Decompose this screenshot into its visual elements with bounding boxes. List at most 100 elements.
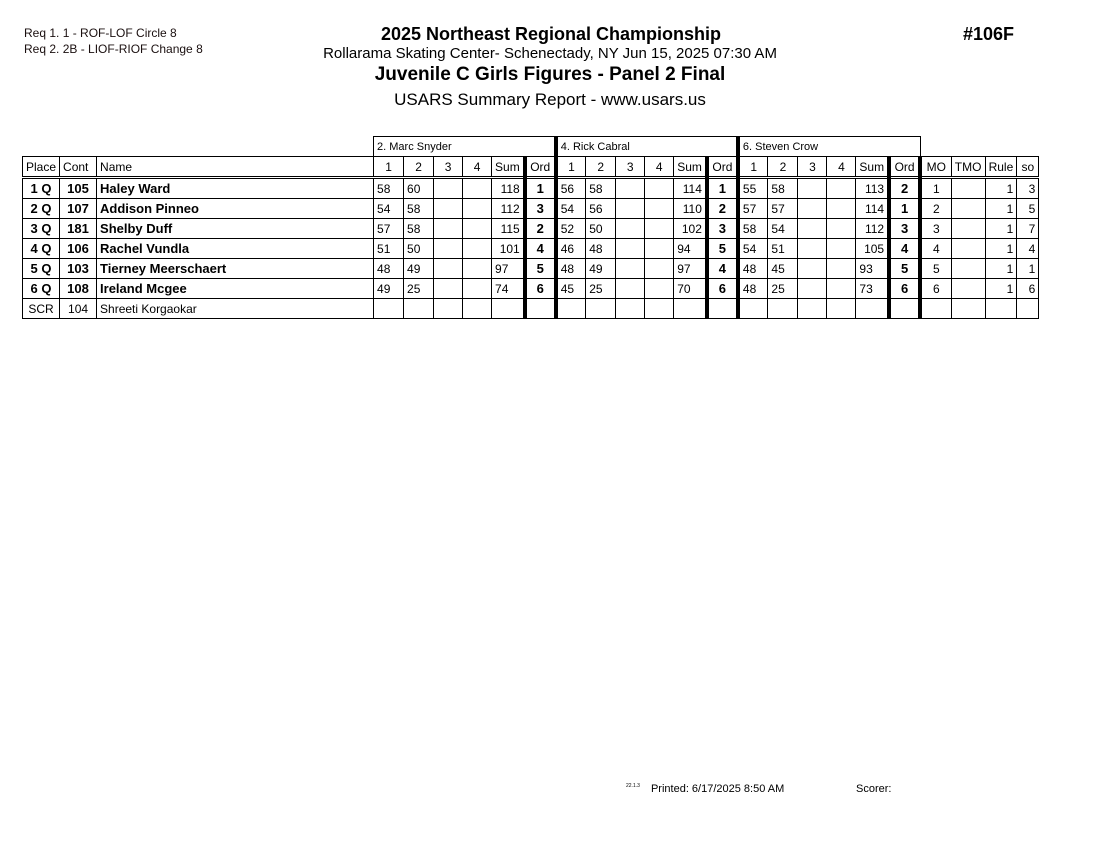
score-1-cell: 52 xyxy=(553,218,587,239)
score-3-cell xyxy=(433,278,464,299)
header-judge-ord: Ord xyxy=(522,156,557,179)
report-title: USARS Summary Report - www.usars.us xyxy=(394,90,706,109)
place-cell: 3 Q xyxy=(21,218,61,239)
sum-cell: 105 xyxy=(855,238,890,259)
ordinal-cell: 5 xyxy=(887,258,921,279)
score-2-cell: 48 xyxy=(585,238,617,259)
header-so: so xyxy=(1016,156,1040,179)
score-4-cell xyxy=(644,177,675,199)
score-1-cell: 57 xyxy=(373,218,405,239)
header-rule: Rule xyxy=(984,156,1018,179)
mo-cell: 6 xyxy=(918,278,952,299)
sum-cell: 118 xyxy=(491,177,526,199)
header-judge-2: 2 xyxy=(767,156,799,179)
printed-footer: 22.1.3 Printed: 6/17/2025 8:50 AM xyxy=(626,783,784,795)
score-2-cell: 58 xyxy=(403,218,435,239)
rule-cell: 1 xyxy=(984,238,1018,259)
score-2-cell: 50 xyxy=(403,238,435,259)
score-4-cell xyxy=(826,238,857,259)
table-row: 6 Q 108 Ireland Mcgee 49 25 74 6 45 25 70 6 48 25 73 6… xyxy=(21,278,1040,299)
score-3-cell xyxy=(797,298,828,319)
header-judge-4: 4 xyxy=(644,156,675,179)
header-judge-1: 1 xyxy=(735,156,769,179)
so-cell: 4 xyxy=(1016,238,1040,259)
score-3-cell xyxy=(797,278,828,299)
header-mo: MO xyxy=(918,156,952,179)
ordinal-cell: 4 xyxy=(887,238,921,259)
score-4-cell xyxy=(826,258,857,279)
score-1-cell: 51 xyxy=(373,238,405,259)
column-header-row: Place Cont Name 1 2 3 4 Sum Ord 1 2 3 4 Sum Ord 1 2 3 4 Sum… xyxy=(21,156,1040,179)
score-3-cell xyxy=(433,238,464,259)
score-1-cell: 54 xyxy=(373,198,405,219)
tmo-cell xyxy=(950,177,986,199)
skater-name: Shreeti Korgaokar xyxy=(96,298,375,319)
ordinal-cell: 2 xyxy=(887,177,921,199)
rule-cell: 1 xyxy=(984,218,1018,239)
so-cell xyxy=(1016,298,1040,319)
rule-cell: 1 xyxy=(984,258,1018,279)
sum-cell: 114 xyxy=(673,177,708,199)
so-cell: 7 xyxy=(1016,218,1040,239)
cont-cell: 103 xyxy=(59,258,98,279)
skater-name: Rachel Vundla xyxy=(96,238,375,259)
rule-cell xyxy=(984,298,1018,319)
score-2-cell: 60 xyxy=(403,177,435,199)
score-4-cell xyxy=(644,198,675,219)
event-title: Juvenile C Girls Figures - Panel 2 Final xyxy=(374,64,726,85)
header-tmo: TMO xyxy=(950,156,986,179)
score-3-cell xyxy=(433,298,464,319)
sum-cell: 97 xyxy=(673,258,708,279)
judge-name: 4. Rick Cabral xyxy=(553,136,739,157)
score-1-cell: 45 xyxy=(553,278,587,299)
score-3-cell xyxy=(615,238,646,259)
requirement-1: Req 1. 1 - ROF-LOF Circle 8 xyxy=(24,26,177,40)
score-2-cell: 54 xyxy=(767,218,799,239)
score-2-cell: 25 xyxy=(767,278,799,299)
so-cell: 1 xyxy=(1016,258,1040,279)
ordinal-cell: 1 xyxy=(522,177,557,199)
score-1-cell: 48 xyxy=(735,258,769,279)
sum-cell: 74 xyxy=(491,278,526,299)
ordinal-cell: 3 xyxy=(522,198,557,219)
place-cell: 1 Q xyxy=(21,177,61,199)
score-2-cell xyxy=(585,298,617,319)
score-4-cell xyxy=(462,278,493,299)
score-3-cell xyxy=(615,198,646,219)
rule-cell: 1 xyxy=(984,177,1018,199)
score-3-cell xyxy=(797,177,828,199)
sum-cell: 110 xyxy=(673,198,708,219)
sum-cell: 102 xyxy=(673,218,708,239)
venue-date: Rollarama Skating Center- Schenectady, N… xyxy=(323,45,777,62)
blank-cell xyxy=(23,137,374,157)
ordinal-cell: 4 xyxy=(704,258,739,279)
score-4-cell xyxy=(644,258,675,279)
header-judge-3: 3 xyxy=(797,156,828,179)
score-2-cell: 58 xyxy=(767,177,799,199)
place-cell: SCR xyxy=(21,298,61,319)
sum-cell xyxy=(673,298,708,319)
header-judge-4: 4 xyxy=(826,156,857,179)
scorer-label: Scorer: xyxy=(856,783,892,795)
score-1-cell: 58 xyxy=(735,218,769,239)
score-2-cell: 49 xyxy=(585,258,617,279)
header-judge-sum: Sum xyxy=(673,156,708,179)
score-4-cell xyxy=(644,218,675,239)
score-3-cell xyxy=(615,258,646,279)
skater-name: Haley Ward xyxy=(96,177,375,199)
ordinal-cell: 6 xyxy=(887,278,921,299)
ordinal-cell xyxy=(887,298,921,319)
score-1-cell xyxy=(373,298,405,319)
sum-cell: 97 xyxy=(491,258,526,279)
score-2-cell: 51 xyxy=(767,238,799,259)
score-2-cell: 25 xyxy=(585,278,617,299)
score-2-cell: 56 xyxy=(585,198,617,219)
score-4-cell xyxy=(462,218,493,239)
cont-cell: 107 xyxy=(59,198,98,219)
skater-name: Ireland Mcgee xyxy=(96,278,375,299)
header-judge-2: 2 xyxy=(403,156,435,179)
skater-name: Tierney Meerschaert xyxy=(96,258,375,279)
score-4-cell xyxy=(462,298,493,319)
header-judge-2: 2 xyxy=(585,156,617,179)
